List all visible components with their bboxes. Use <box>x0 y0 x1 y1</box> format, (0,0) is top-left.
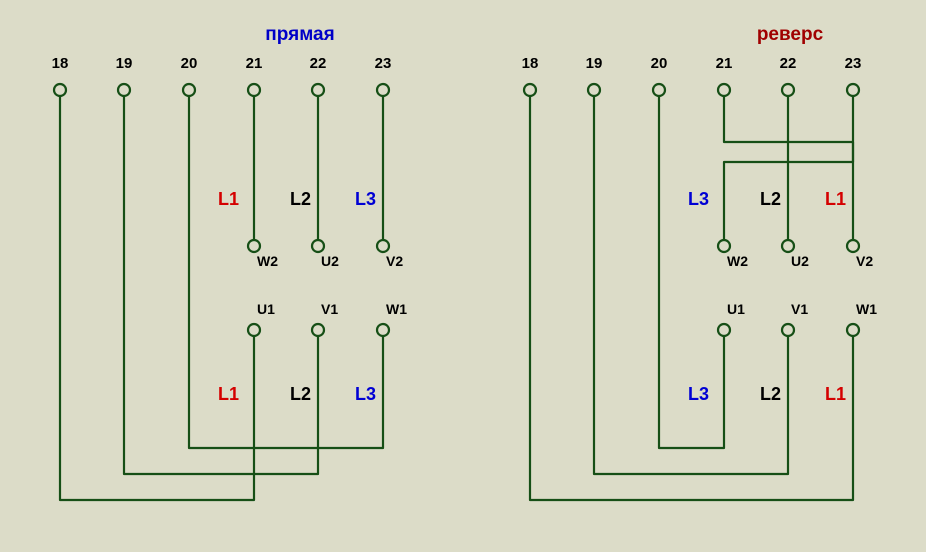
svg-text:23: 23 <box>375 55 392 72</box>
svg-text:U1: U1 <box>257 301 275 317</box>
svg-text:L1: L1 <box>825 384 846 404</box>
svg-text:L3: L3 <box>355 189 376 209</box>
svg-text:U1: U1 <box>727 301 745 317</box>
svg-text:19: 19 <box>586 55 603 72</box>
svg-text:18: 18 <box>522 55 539 72</box>
svg-text:20: 20 <box>181 55 198 72</box>
svg-text:V2: V2 <box>856 253 873 269</box>
svg-text:реверс: реверс <box>757 24 824 45</box>
svg-text:L2: L2 <box>760 189 781 209</box>
svg-text:W2: W2 <box>727 253 748 269</box>
svg-text:22: 22 <box>310 55 327 72</box>
wiring-diagram: прямая 18 19 20 21 22 23 W2 L1 U2 L2 V2 L3 U1 L1 V1 L2 W1… <box>0 0 926 552</box>
svg-text:L2: L2 <box>290 384 311 404</box>
svg-text:18: 18 <box>52 55 69 72</box>
svg-text:L1: L1 <box>218 384 239 404</box>
svg-text:20: 20 <box>651 55 668 72</box>
svg-text:L3: L3 <box>688 384 709 404</box>
svg-text:прямая: прямая <box>265 24 334 45</box>
svg-text:V1: V1 <box>791 301 808 317</box>
svg-text:U2: U2 <box>321 253 339 269</box>
svg-text:W1: W1 <box>856 301 877 317</box>
svg-text:21: 21 <box>246 55 263 72</box>
svg-text:L3: L3 <box>688 189 709 209</box>
svg-text:L2: L2 <box>290 189 311 209</box>
svg-text:22: 22 <box>780 55 797 72</box>
svg-text:21: 21 <box>716 55 733 72</box>
svg-text:V2: V2 <box>386 253 403 269</box>
svg-text:W1: W1 <box>386 301 407 317</box>
svg-text:V1: V1 <box>321 301 338 317</box>
svg-text:W2: W2 <box>257 253 278 269</box>
svg-text:L1: L1 <box>218 189 239 209</box>
svg-text:L2: L2 <box>760 384 781 404</box>
svg-text:L1: L1 <box>825 189 846 209</box>
svg-text:23: 23 <box>845 55 862 72</box>
svg-text:L3: L3 <box>355 384 376 404</box>
svg-text:U2: U2 <box>791 253 809 269</box>
svg-text:19: 19 <box>116 55 133 72</box>
